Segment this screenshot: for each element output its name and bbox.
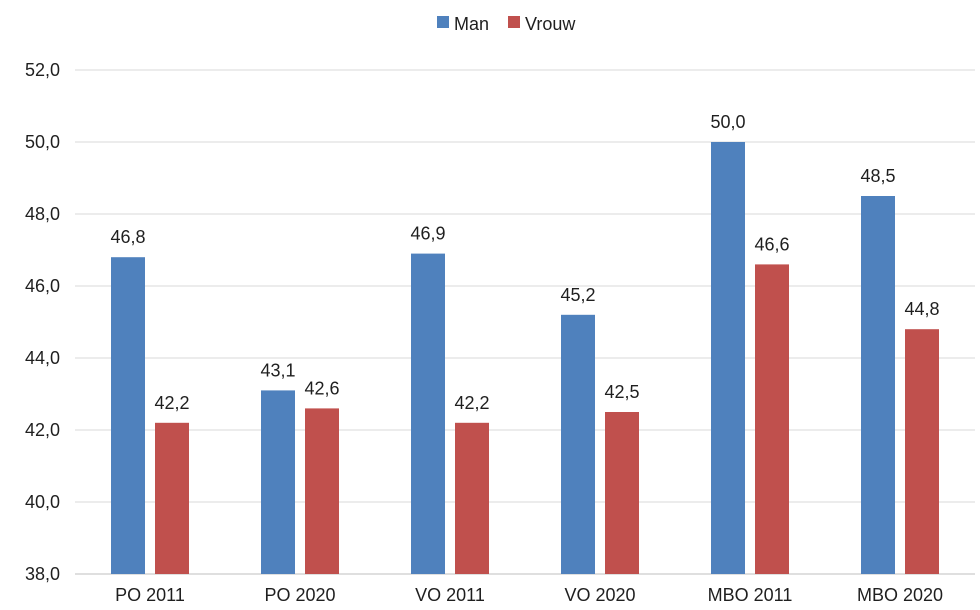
legend-swatch-vrouw [508,16,520,28]
bar-man [411,253,445,574]
x-category-label: VO 2020 [564,585,635,605]
bar-man [561,314,595,574]
bar-vrouw [305,408,339,574]
y-tick-label: 48,0 [25,204,60,224]
bar-man [111,257,145,574]
bar-vrouw [155,422,189,574]
y-tick-label: 44,0 [25,348,60,368]
data-labels: 46,8 42,2 43,1 42,6 46,9 42,2 45,2 42,5 50,0 46,6… [110,112,939,413]
data-label-vrouw: 44,8 [904,299,939,319]
gridlines [75,69,975,575]
data-label-vrouw: 42,2 [154,393,189,413]
bar-vrouw [755,264,789,574]
bar-vrouw [455,422,489,574]
y-axis: 38,0 40,0 42,0 44,0 46,0 48,0 50,0 52,0 [25,60,60,584]
legend-label-vrouw: Vrouw [525,14,576,34]
data-label-man: 46,9 [410,224,445,244]
x-category-label: MBO 2011 [708,585,793,605]
legend-swatch-man [437,16,449,28]
x-category-label: PO 2020 [264,585,335,605]
x-axis: PO 2011 PO 2020 VO 2011 VO 2020 MBO 2011 MBO … [115,585,943,605]
y-tick-label: 46,0 [25,276,60,296]
data-label-man: 50,0 [710,112,745,132]
y-tick-label: 40,0 [25,492,60,512]
bar-vrouw [605,412,639,574]
y-tick-label: 38,0 [25,564,60,584]
legend: Man Vrouw [437,14,576,34]
data-label-vrouw: 46,6 [754,234,789,254]
bar-man [861,196,895,574]
data-label-man: 43,1 [260,360,295,380]
data-label-man: 48,5 [860,166,895,186]
y-tick-label: 50,0 [25,132,60,152]
y-tick-label: 52,0 [25,60,60,80]
data-label-man: 45,2 [560,285,595,305]
bar-vrouw [905,329,939,574]
x-category-label: MBO 2020 [857,585,943,605]
bar-man [261,390,295,574]
x-category-label: VO 2011 [415,585,485,605]
data-label-vrouw: 42,2 [454,393,489,413]
x-category-label: PO 2011 [115,585,185,605]
bar-man [711,142,745,574]
data-label-man: 46,8 [110,227,145,247]
bars [111,142,939,574]
data-label-vrouw: 42,6 [304,378,339,398]
y-tick-label: 42,0 [25,420,60,440]
legend-label-man: Man [454,14,489,34]
data-label-vrouw: 42,5 [604,382,639,402]
